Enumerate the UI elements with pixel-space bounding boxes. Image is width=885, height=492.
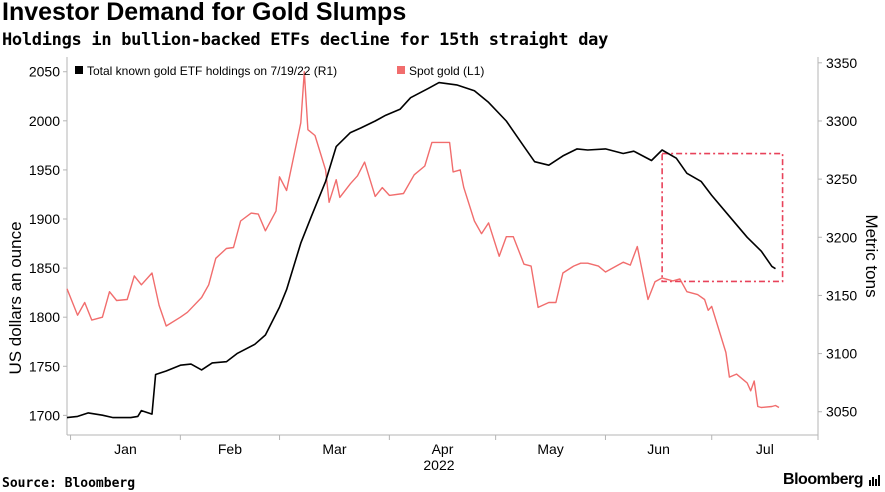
x-tick-label: Jun <box>647 441 670 457</box>
right-tick-label: 3100 <box>826 346 857 362</box>
series-lines <box>66 71 780 419</box>
line-chart: 1700 1750 1800 1850 1900 1950 2000 2050 3050 3100… <box>6 55 881 470</box>
left-tick-label: 2050 <box>29 64 60 80</box>
source-note: Source: Bloomberg <box>2 476 136 491</box>
left-tick-label: 1900 <box>29 211 60 227</box>
highlight-box <box>661 152 784 283</box>
right-axis-title: Metric tons <box>862 214 881 297</box>
x-tick-label: May <box>537 441 563 457</box>
right-tick-label: 3300 <box>826 113 857 129</box>
bloomberg-logo: Bloomberg <box>783 471 863 488</box>
x-tick-label: Jul <box>756 441 774 457</box>
x-tick-label: Feb <box>218 441 242 457</box>
highlight-box-group <box>661 152 784 283</box>
right-tick-label: 3050 <box>826 404 857 420</box>
legend-label-etf: Total known gold ETF holdings on 7/19/22… <box>87 64 337 78</box>
x-year-label: 2022 <box>423 457 454 470</box>
right-tick-label: 3250 <box>826 171 857 187</box>
left-axis-title: US dollars an ounce <box>6 221 25 374</box>
legend-swatch-spot <box>397 66 405 74</box>
left-tick-label: 1850 <box>29 260 60 276</box>
chart-title: Investor Demand for Gold Slumps <box>2 0 407 26</box>
left-tick-label: 1950 <box>29 162 60 178</box>
left-tick-label: 2000 <box>29 113 60 129</box>
bloomberg-logo-icon <box>869 475 880 486</box>
right-tick-label: 3150 <box>826 287 857 303</box>
legend: Total known gold ETF holdings on 7/19/22… <box>75 64 484 78</box>
right-tick-label: 3350 <box>826 55 857 71</box>
left-tick-label: 1700 <box>29 407 60 423</box>
left-tick-label: 1800 <box>29 309 60 325</box>
legend-label-spot: Spot gold (L1) <box>409 64 484 78</box>
chart-subtitle: Holdings in bullion-backed ETFs decline … <box>2 30 609 50</box>
spot-gold-line <box>66 71 780 409</box>
left-tick-label: 1750 <box>29 358 60 374</box>
right-tick-label: 3200 <box>826 229 857 245</box>
x-tick-label: Jan <box>114 441 137 457</box>
legend-swatch-etf <box>75 66 83 74</box>
x-tick-label: Mar <box>322 441 346 457</box>
x-tick-label: Apr <box>432 441 454 457</box>
axes: 1700 1750 1800 1850 1900 1950 2000 2050 3050 3100… <box>6 55 881 470</box>
etf-holdings-line <box>66 81 776 419</box>
